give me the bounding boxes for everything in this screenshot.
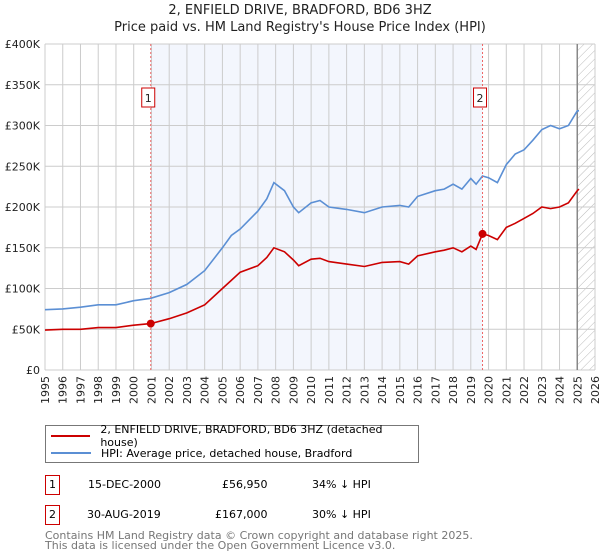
sale-price: £167,000: [215, 508, 268, 521]
x-tick-label: 2015: [394, 376, 407, 404]
sale-marker-badge: 2: [45, 505, 60, 525]
chart-title: 2, ENFIELD DRIVE, BRADFORD, BD6 3HZ: [168, 3, 432, 18]
x-tick-label: 1998: [92, 376, 105, 404]
y-tick-label: £150K: [5, 242, 41, 255]
sale-marker-box: [473, 87, 488, 108]
y-tick-label: £100K: [5, 283, 41, 296]
x-tick-label: 2013: [358, 376, 371, 404]
sale-marker-box: [141, 87, 156, 108]
sale-row: 2 30-AUG-2019 £167,000 30% ↓ HPI: [45, 505, 445, 525]
x-tick-label: 2012: [341, 376, 354, 404]
plot-area: 1995 1996 1997 1998 1999 2000 2001 2002 2003 2004…: [5, 38, 600, 404]
y-tick-label: £0: [26, 364, 40, 377]
sale-point: [146, 319, 155, 328]
sale-marker-label: 2: [477, 92, 484, 105]
sale-hpi-diff: 34% ↓ HPI: [312, 478, 371, 491]
x-tick-label: 2022: [518, 376, 531, 404]
x-tick-label: 2004: [199, 376, 212, 404]
x-tick-label: 2024: [554, 376, 567, 404]
sale-date: 15-DEC-2000: [88, 478, 162, 491]
x-tick-label: 2016: [412, 376, 425, 404]
x-tick-label: 2009: [287, 376, 300, 404]
legend: 2, ENFIELD DRIVE, BRADFORD, BD6 3HZ (det…: [45, 423, 419, 463]
sale-row: 1 15-DEC-2000 £56,950 34% ↓ HPI: [45, 475, 445, 495]
x-tick-label: 1997: [74, 376, 87, 404]
copyright-text: Contains HM Land Registry data © Crown c…: [45, 529, 473, 542]
x-tick-label: 2020: [483, 376, 496, 404]
x-tick-label: 2002: [163, 376, 176, 404]
y-tick-label: £300K: [5, 120, 41, 133]
series-line: [44, 188, 580, 331]
y-tick-label: £350K: [5, 79, 41, 92]
sale-point: [478, 229, 487, 238]
x-tick-label: 2000: [128, 376, 141, 404]
y-tick-label: £250K: [5, 160, 41, 173]
licence-text: This data is licensed under the Open Gov…: [45, 539, 396, 552]
x-tick-label: 2003: [181, 376, 194, 404]
sale-hpi-diff: 30% ↓ HPI: [312, 508, 371, 521]
x-tick-label: 2010: [305, 376, 318, 404]
y-tick-label: £50K: [12, 323, 41, 336]
x-tick-label: 2019: [465, 376, 478, 404]
sale-marker-label: 1: [145, 92, 152, 105]
legend-swatch-red: [51, 435, 91, 437]
x-tick-label: 2007: [252, 376, 265, 404]
x-tick-label: 2017: [429, 376, 442, 404]
x-tick-label: 2008: [270, 376, 283, 404]
y-tick-label: £200K: [5, 201, 41, 214]
sale-price: £56,950: [222, 478, 268, 491]
footer: Contains HM Land Registry data © Crown c…: [45, 529, 473, 552]
x-tick-label: 2025: [571, 376, 584, 404]
x-tick-label: 1995: [39, 376, 52, 404]
x-tick-label: 2026: [589, 376, 600, 404]
sale-marker-badge: 1: [45, 475, 60, 495]
legend-label: HPI: Average price, detached house, Brad…: [101, 446, 353, 460]
x-tick-label: 1996: [57, 376, 70, 404]
x-tick-label: 2005: [216, 376, 229, 404]
x-tick-label: 1999: [110, 376, 123, 404]
legend-item-hpi: HPI: Average price, detached house, Brad…: [51, 445, 352, 461]
legend-label: 2, ENFIELD DRIVE, BRADFORD, BD6 3HZ (det…: [100, 423, 383, 449]
legend-swatch-blue: [51, 452, 91, 454]
x-tick-label: 2021: [500, 376, 513, 404]
x-tick-label: 2006: [234, 376, 247, 404]
x-tick-label: 2014: [376, 376, 389, 404]
x-tick-label: 2001: [145, 376, 158, 404]
sale-date: 30-AUG-2019: [87, 508, 161, 521]
series-line: [44, 110, 579, 311]
x-tick-label: 2018: [447, 376, 460, 404]
chart-subtitle: Price paid vs. HM Land Registry's House …: [114, 20, 486, 35]
y-tick-label: £400K: [5, 38, 41, 51]
x-tick-label: 2023: [536, 376, 549, 404]
legend-item-property: 2, ENFIELD DRIVE, BRADFORD, BD6 3HZ (det…: [51, 423, 418, 449]
x-tick-label: 2011: [323, 376, 336, 404]
